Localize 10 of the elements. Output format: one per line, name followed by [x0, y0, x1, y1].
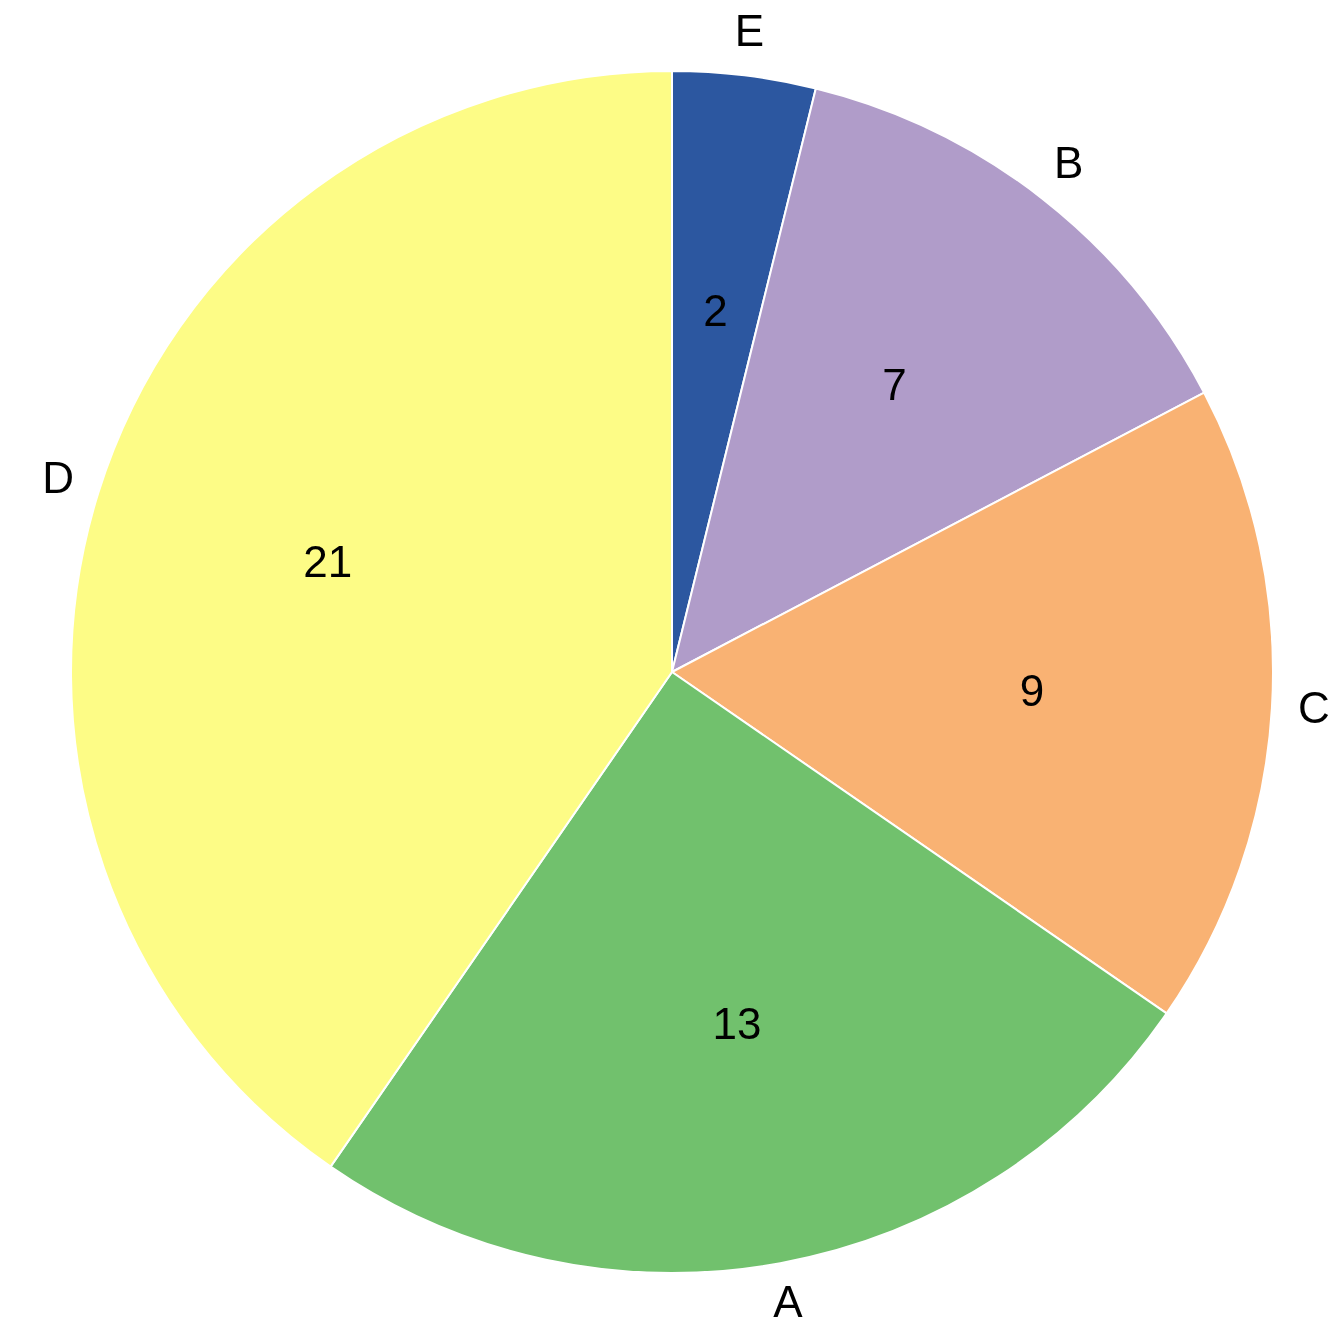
slice-label: C: [1297, 682, 1330, 732]
data-label: 9: [1019, 665, 1045, 715]
data-label: 13: [712, 998, 762, 1048]
data-label: 7: [882, 360, 907, 410]
slice-label: E: [734, 5, 765, 55]
data-label: 2: [703, 286, 728, 336]
slice-label: B: [1053, 137, 1084, 187]
data-label: 21: [303, 536, 353, 586]
slice-label: A: [773, 1276, 804, 1326]
slice-label: D: [42, 452, 75, 502]
